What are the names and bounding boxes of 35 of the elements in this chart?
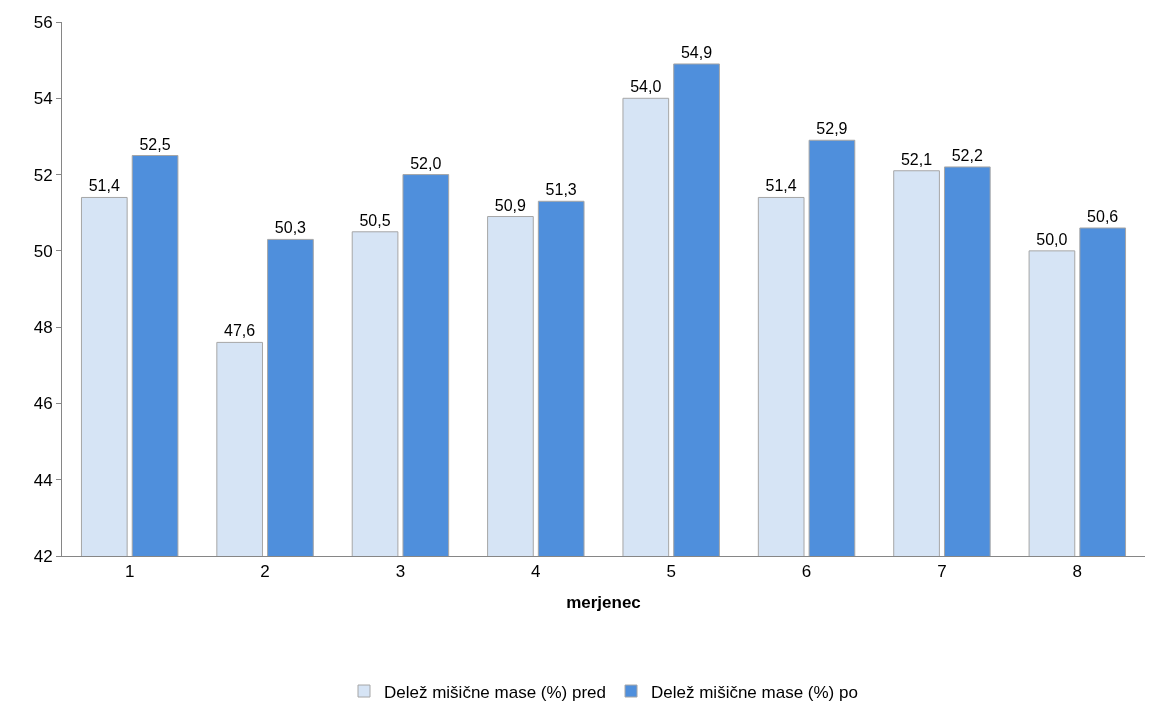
data-label: 52,0 [410,154,442,172]
x-tick-label: 6 [801,562,812,582]
legend-label: Delež mišične mase (%) pred [384,682,607,702]
x-tick-label: 8 [1072,562,1083,582]
data-label: 52,9 [816,120,848,138]
data-label: 52,1 [900,150,933,168]
data-label: 51,4 [88,177,120,195]
data-label: 51,3 [545,181,577,199]
legend-label: Delež mišične mase (%) po [651,682,858,702]
y-tick-label: 50 [33,241,53,261]
x-tick-label: 1 [124,562,135,582]
data-label: 52,2 [951,146,983,164]
data-label: 54,9 [680,43,713,61]
data-label: 50,6 [1087,207,1119,225]
y-tick-label: 52 [33,165,53,185]
data-label: 50,3 [274,219,307,237]
data-label: 52,5 [139,135,171,153]
y-tick-label: 46 [33,394,53,414]
x-tick-label: 3 [395,562,406,582]
y-tick-label: 56 [33,12,53,32]
x-tick-label: 7 [937,562,947,582]
data-label: 54,0 [630,78,662,96]
data-label: 50,9 [494,196,527,214]
y-tick-label: 48 [33,318,53,338]
data-label: 51,4 [765,177,797,195]
y-tick-label: 42 [33,546,53,566]
data-label: 50,5 [359,211,391,229]
y-tick-label: 54 [33,89,53,109]
x-tick-label: 5 [666,562,676,582]
x-tick-label: 2 [260,562,270,582]
y-tick-label: 44 [33,470,53,490]
data-label: 47,6 [224,322,256,340]
x-axis-title: merjenec [566,592,641,612]
x-tick-label: 4 [531,562,541,582]
data-label: 50,0 [1036,230,1068,248]
